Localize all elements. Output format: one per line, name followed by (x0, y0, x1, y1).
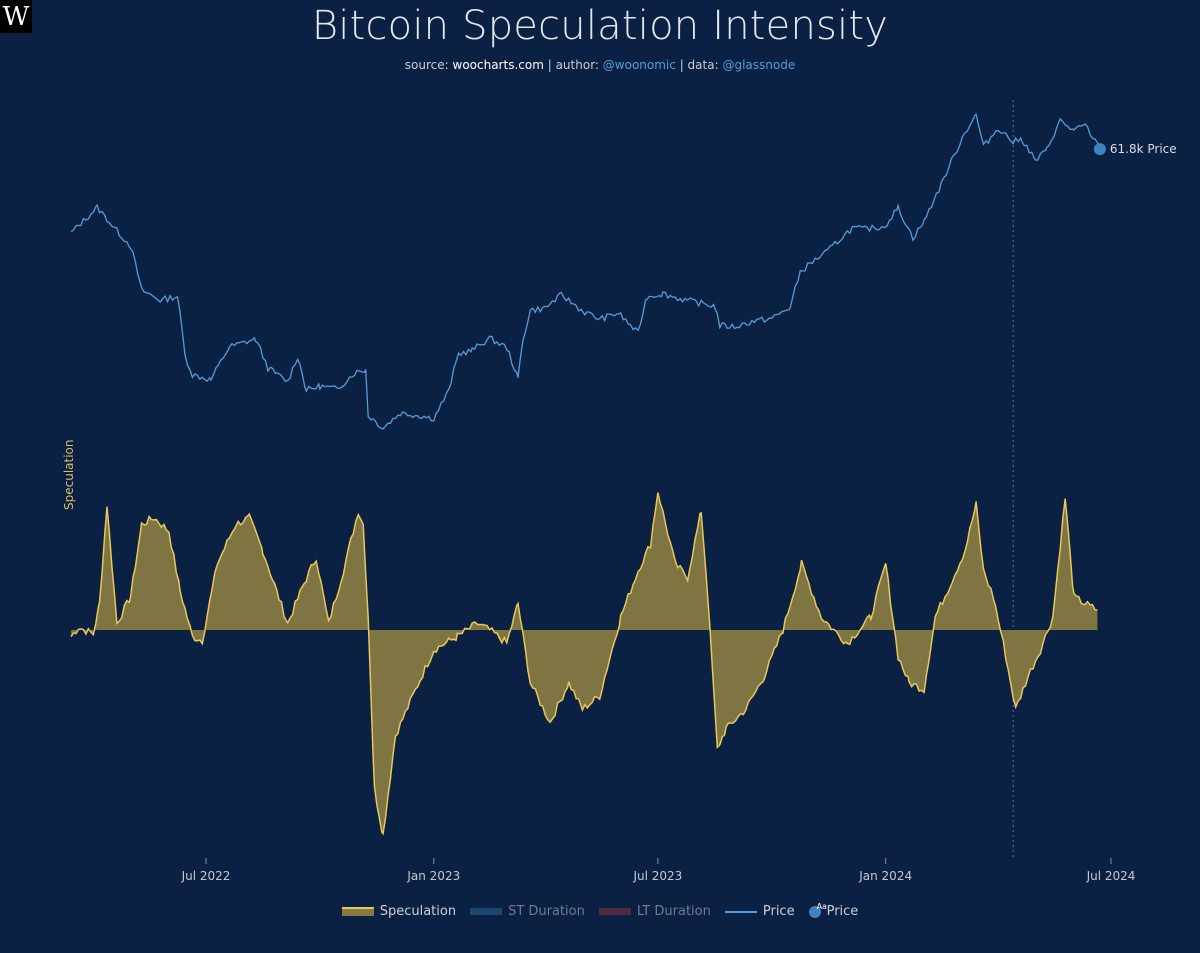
legend-label-speculation: Speculation (379, 904, 457, 919)
legend-swatch-st-duration (470, 908, 503, 915)
legend-item-speculation[interactable]: Speculation (341, 904, 457, 919)
author-link[interactable]: @woonomic (602, 58, 676, 72)
legend-swatch-price-marker: Aa (808, 902, 827, 918)
x-axis: Jul 2022 Jan 2023 Jul 2023 Jan 2024 Jul 2024 (181, 858, 1136, 883)
legend-label-price-line: Price (762, 904, 795, 919)
legend-item-price-marker[interactable]: Aa Price (808, 902, 859, 919)
price-line-group: 61.8k Price (70, 113, 1177, 430)
legend-swatch-price-line (724, 910, 757, 913)
chart-title: Bitcoin Speculation Intensity (311, 3, 889, 49)
legend-item-lt-duration[interactable]: LT Duration (598, 904, 711, 919)
x-tick-label: Jan 2024 (858, 869, 912, 883)
legend-swatch-lt-duration (598, 908, 631, 915)
price-end-marker[interactable] (1093, 143, 1106, 156)
source-prefix: source: (404, 58, 449, 72)
data-prefix: | data: (679, 58, 719, 72)
data-source-link[interactable]: @glassnode (722, 58, 796, 72)
x-tick-label: Jan 2023 (406, 869, 460, 883)
price-line (70, 113, 1101, 430)
y-axis-label: Speculation (62, 439, 76, 511)
legend-label-price-marker: Price (826, 904, 859, 919)
price-end-label: 61.8k Price (1110, 142, 1177, 156)
x-tick-label: Jul 2024 (1086, 869, 1136, 883)
speculation-area (71, 492, 1098, 834)
speculation-line (70, 492, 1098, 836)
woocharts-logo: W (0, 0, 32, 33)
legend-item-st-duration[interactable]: ST Duration (470, 904, 585, 919)
legend-label-st-duration: ST Duration (508, 904, 585, 919)
legend-swatch-speculation (341, 907, 374, 916)
source-site-link[interactable]: woocharts.com (452, 58, 544, 72)
legend-label-lt-duration: LT Duration (636, 904, 711, 919)
author-prefix: | author: (547, 58, 599, 72)
legend-item-price-line[interactable]: Price (724, 904, 795, 919)
legend: Speculation ST Duration LT Duration Pric… (0, 902, 1200, 919)
x-tick-label: Jul 2023 (632, 869, 682, 883)
chart-subtitle: source: woocharts.com | author: @woonomi… (0, 58, 1200, 72)
x-tick-label: Jul 2022 (181, 869, 231, 883)
speculation-area-group (70, 492, 1098, 836)
